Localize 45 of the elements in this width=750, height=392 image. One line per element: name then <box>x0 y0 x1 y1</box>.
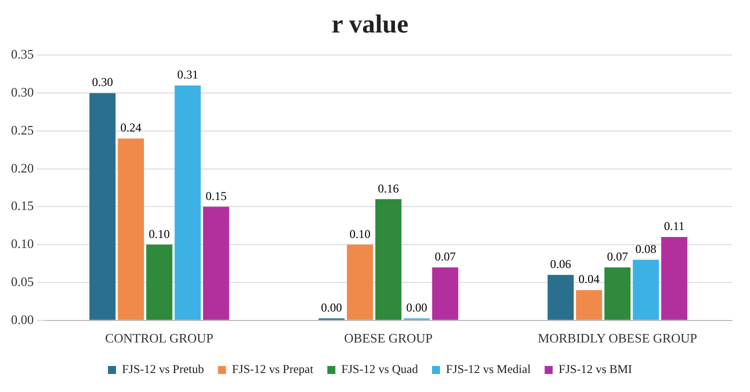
legend-label: FJS-12 vs Pretub <box>122 362 204 376</box>
bar <box>174 86 201 320</box>
y-tick-label: 0.10 <box>11 236 34 252</box>
y-tick-label: 0.20 <box>11 160 34 176</box>
data-label: 0.00 <box>321 300 342 315</box>
data-label: 0.06 <box>550 257 572 272</box>
bar <box>576 290 602 320</box>
data-label: 0.31 <box>177 68 198 82</box>
x-tick-label: MORBIDLY OBESE GROUP <box>538 330 698 346</box>
legend-label: FJS-12 vs Prepat <box>232 362 314 376</box>
bar <box>375 199 402 320</box>
y-tick-label: 0.35 <box>11 46 34 62</box>
data-label: 0.15 <box>206 188 227 203</box>
legend-label: FJS-12 vs Quad <box>341 362 418 376</box>
bar <box>89 93 116 320</box>
x-tick-label: CONTROL GROUP <box>105 330 214 346</box>
data-label: 0.16 <box>378 181 399 196</box>
legend-label: FJS-12 vs Medial <box>446 362 532 376</box>
x-tick-label: OBESE GROUP <box>344 330 433 346</box>
bar <box>118 138 144 320</box>
bar <box>632 260 659 320</box>
bar <box>203 206 230 320</box>
data-label: 0.04 <box>578 272 600 286</box>
data-label: 0.07 <box>434 250 456 264</box>
y-tick-label: 0.15 <box>11 198 34 214</box>
bar <box>661 237 688 320</box>
chart-title: r value <box>332 9 408 38</box>
data-label: 0.07 <box>606 250 628 264</box>
y-tick-label: 0.05 <box>11 274 34 289</box>
data-label: 0.10 <box>349 226 370 241</box>
data-label: 0.24 <box>120 120 142 135</box>
data-label: 0.08 <box>635 242 656 256</box>
bar <box>604 267 631 320</box>
y-tick-label: 0.30 <box>11 84 34 100</box>
bar <box>146 244 172 320</box>
y-tick-label: 0.00 <box>11 312 34 327</box>
bar <box>432 267 458 320</box>
data-label: 0.30 <box>92 75 113 90</box>
y-tick-label: 0.25 <box>11 122 34 138</box>
data-label: 0.10 <box>148 226 170 241</box>
data-label: 0.00 <box>406 300 428 315</box>
legend-label: FJS-12 vs BMI <box>558 362 632 376</box>
bar <box>548 274 574 320</box>
bar <box>346 244 374 320</box>
data-label: 0.11 <box>664 219 685 234</box>
